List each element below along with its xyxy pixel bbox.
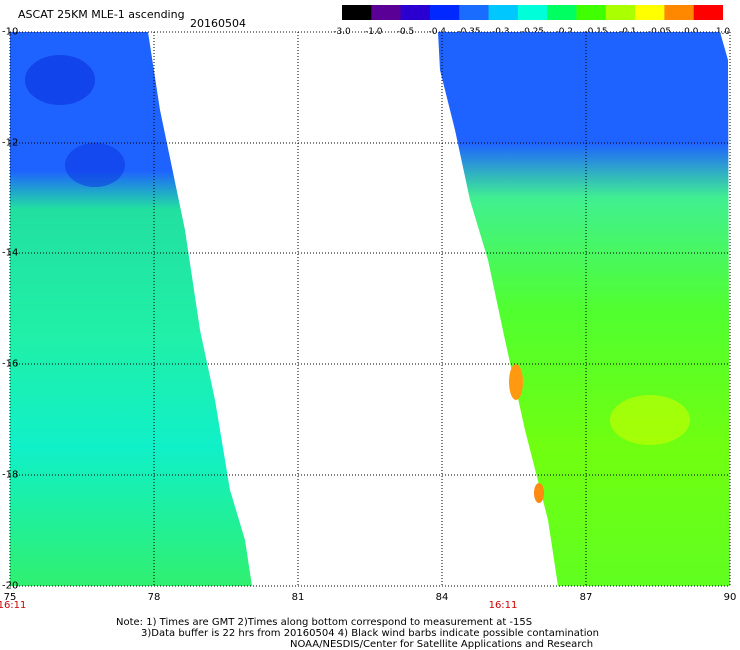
time-label-left: 16:11 xyxy=(0,600,27,611)
latitude-label: -18 xyxy=(2,469,19,481)
swath-right-orange-patch-2 xyxy=(534,483,544,503)
longitude-label: 81 xyxy=(291,592,305,603)
colorbar-swatch xyxy=(547,5,577,20)
longitude-label: 84 xyxy=(435,592,449,603)
latitude-label: -14 xyxy=(2,247,19,259)
latitude-label: -10 xyxy=(2,26,19,38)
map-date: 20160504 xyxy=(190,17,246,30)
latitude-label: -16 xyxy=(2,358,19,370)
swath-left xyxy=(10,32,252,586)
note-line-3: NOAA/NESDIS/Center for Satellite Applica… xyxy=(290,639,594,650)
longitude-label: 90 xyxy=(723,592,737,603)
swath-left-dark-patch xyxy=(25,55,95,105)
colorbar-swatch xyxy=(459,5,490,20)
colorbar-label: -3.0 xyxy=(333,27,351,37)
latitude-label: -12 xyxy=(2,137,19,149)
grid-lines xyxy=(9,31,731,587)
colorbar-label: -0.5 xyxy=(396,27,415,37)
latitude-label: -20 xyxy=(2,580,19,592)
swath-left-dark-patch-2 xyxy=(65,143,125,187)
swath-right-yellow-patch xyxy=(610,395,690,445)
note-line-1: Note: 1) Times are GMT 2)Times along bot… xyxy=(116,617,533,628)
colorbar-label: 1.0 xyxy=(715,27,731,37)
colorbar-swatch xyxy=(635,5,665,20)
colorbar-swatch xyxy=(371,5,402,20)
note-line-2: 3)Data buffer is 22 hrs from 20160504 4)… xyxy=(141,628,599,639)
swath-right-orange-patch xyxy=(509,364,523,400)
colorbar-swatch xyxy=(605,5,636,20)
colorbar-swatch xyxy=(342,5,372,20)
colorbar-swatch xyxy=(517,5,548,20)
colorbar-swatch xyxy=(488,5,519,20)
colorbar-swatch xyxy=(400,5,431,20)
swath-right xyxy=(438,32,730,586)
colorbar-swatch xyxy=(429,5,460,20)
longitude-label: 87 xyxy=(579,592,593,603)
colorbar-swatch xyxy=(576,5,607,20)
colorbar-swatch xyxy=(664,5,695,20)
map-title: ASCAT 25KM MLE-1 ascending xyxy=(18,8,185,21)
colorbar-label: -0.4 xyxy=(428,27,447,37)
longitude-label: 75 xyxy=(3,592,17,603)
colorbar xyxy=(342,5,723,20)
longitude-label: 78 xyxy=(147,592,161,603)
colorbar-swatch xyxy=(693,5,723,20)
time-label-right: 16:11 xyxy=(488,600,518,611)
